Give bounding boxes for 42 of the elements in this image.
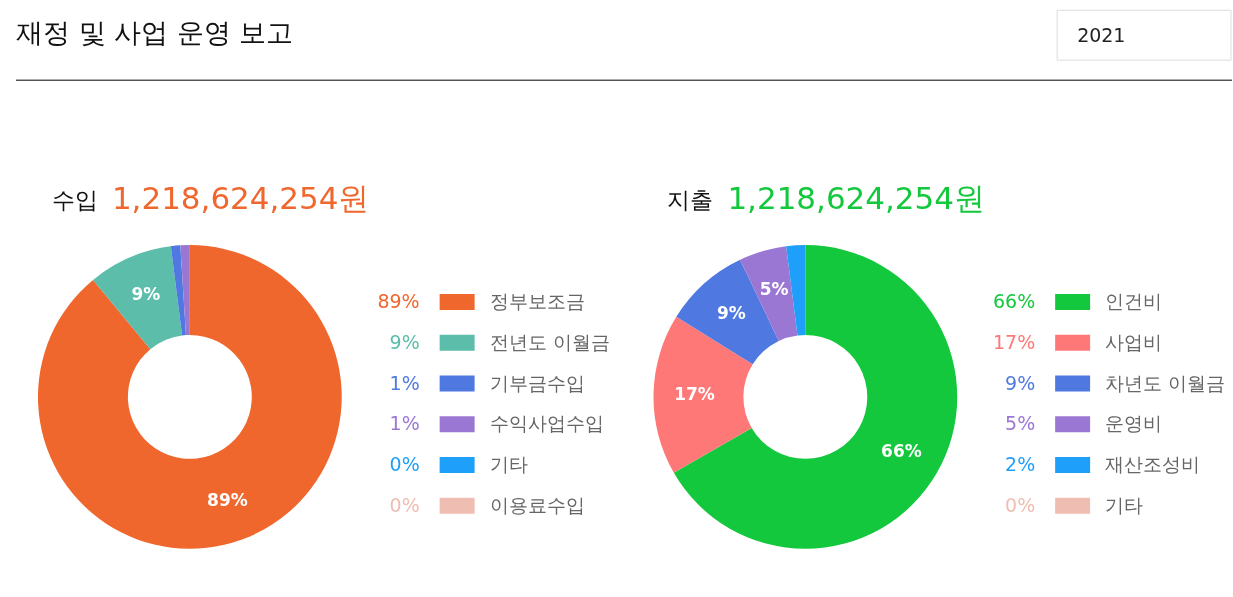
- data-label: 9%: [131, 284, 161, 305]
- text: 89%: [377, 289, 420, 312]
- text: 0%: [1005, 493, 1036, 516]
- legend-label: 재산조성비: [1105, 453, 1201, 476]
- text: 0%: [389, 453, 420, 476]
- text: 5%: [1005, 412, 1036, 435]
- legend-label: 수익사업수입: [489, 412, 604, 435]
- legend-label: 기타: [1105, 493, 1144, 516]
- donut-slice: [170, 245, 186, 336]
- chart-subtitle: 1,218,624,254원: [111, 180, 370, 217]
- chart-title: 수입: [51, 187, 98, 214]
- text: 재정 및 사업 운영 보고: [15, 17, 294, 49]
- donut-slice: [93, 246, 183, 350]
- text: 9%: [389, 330, 420, 353]
- legend-label: 운영비: [1105, 412, 1163, 435]
- data-label: 9%: [716, 303, 746, 324]
- legend-label: 전년도 이월금: [489, 330, 610, 353]
- data-label: 66%: [881, 441, 922, 462]
- donut-slice: [180, 245, 190, 336]
- legend-label: 이용료수입: [489, 493, 585, 516]
- legend-label: 정부보조금: [489, 289, 585, 312]
- data-label: 17%: [674, 384, 715, 405]
- donut-slice: [786, 245, 806, 336]
- donut-slice: [37, 245, 342, 549]
- data-label: 5%: [759, 279, 789, 300]
- legend-label: 인건비: [1105, 289, 1163, 312]
- chart-title: 지출: [667, 187, 714, 214]
- text: 0%: [389, 493, 420, 516]
- legend-label: 차년도 이월금: [1105, 371, 1226, 394]
- text: 9%: [1005, 371, 1036, 394]
- text: 66%: [992, 289, 1036, 312]
- data-label: 1%: [389, 371, 420, 394]
- legend-label: 기타: [489, 453, 528, 476]
- legend-label: 기부금수입: [489, 371, 585, 394]
- data-label: 1%: [389, 412, 420, 435]
- text: 17%: [992, 330, 1036, 353]
- legend-label: 사업비: [1105, 330, 1163, 353]
- donut-slice: [673, 245, 958, 549]
- data-label: 2%: [1005, 453, 1036, 476]
- text: 2021: [1077, 24, 1126, 47]
- data-label: 89%: [207, 490, 248, 511]
- chart-subtitle: 1,218,624,254원: [727, 180, 985, 217]
